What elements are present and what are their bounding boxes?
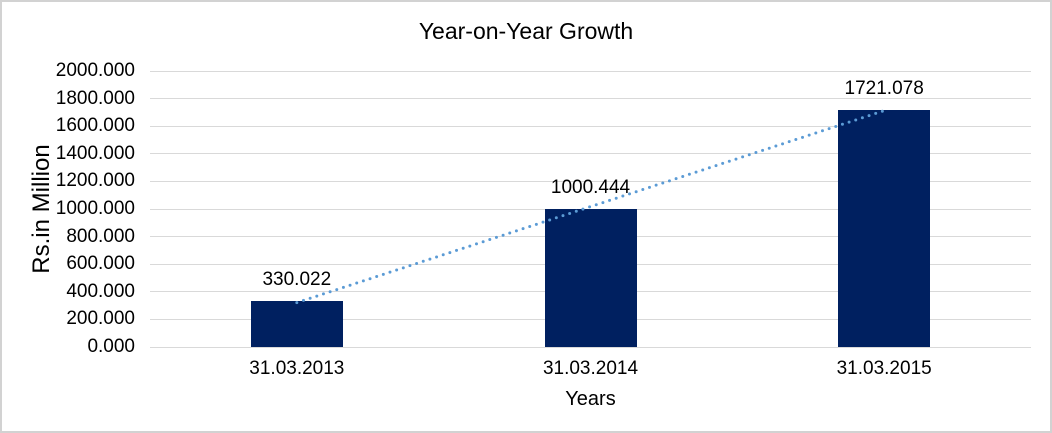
y-tick-label: 1400.000: [55, 142, 135, 164]
gridline: [150, 70, 1031, 72]
gridline: [150, 153, 1031, 155]
trendline: [295, 109, 886, 305]
y-tick-label: 800.000: [66, 225, 135, 247]
y-tick-label: 400.000: [66, 280, 135, 302]
trendline-dotted: [295, 109, 886, 305]
y-tick-label: 1800.000: [55, 87, 135, 109]
bar-31.03.2015: [838, 109, 931, 347]
x-tick-label: 31.03.2014: [542, 358, 639, 379]
y-tick-label: 600.000: [66, 253, 135, 275]
bar-value-label: 1000.444: [550, 176, 631, 198]
y-tick-label: 1600.000: [55, 115, 135, 137]
x-tick-label: 31.03.2013: [249, 358, 345, 379]
bar-31.03.2013: [250, 301, 343, 347]
y-tick-label: 200.000: [66, 308, 135, 330]
x-tick-label: 31.03.2015: [836, 358, 932, 379]
bar-value-label: 330.022: [262, 269, 332, 291]
y-tick-label: 2000.000: [55, 60, 135, 81]
plot-area: 330.022 1000.444 1721.078: [150, 70, 1031, 348]
bar-31.03.2014: [544, 208, 637, 347]
gridline: [150, 180, 1031, 182]
bar-value-label: 1721.078: [844, 77, 924, 99]
gridline: [150, 346, 1031, 348]
x-axis-title: Years: [565, 388, 616, 410]
gridline: [150, 98, 1031, 100]
y-tick-label: 0.000: [87, 336, 135, 357]
y-tick-label: 1200.000: [55, 170, 135, 192]
gridline: [150, 125, 1031, 127]
y-tick-label: 1000.000: [55, 198, 135, 219]
chart-title: Year-on-Year Growth: [418, 18, 634, 44]
